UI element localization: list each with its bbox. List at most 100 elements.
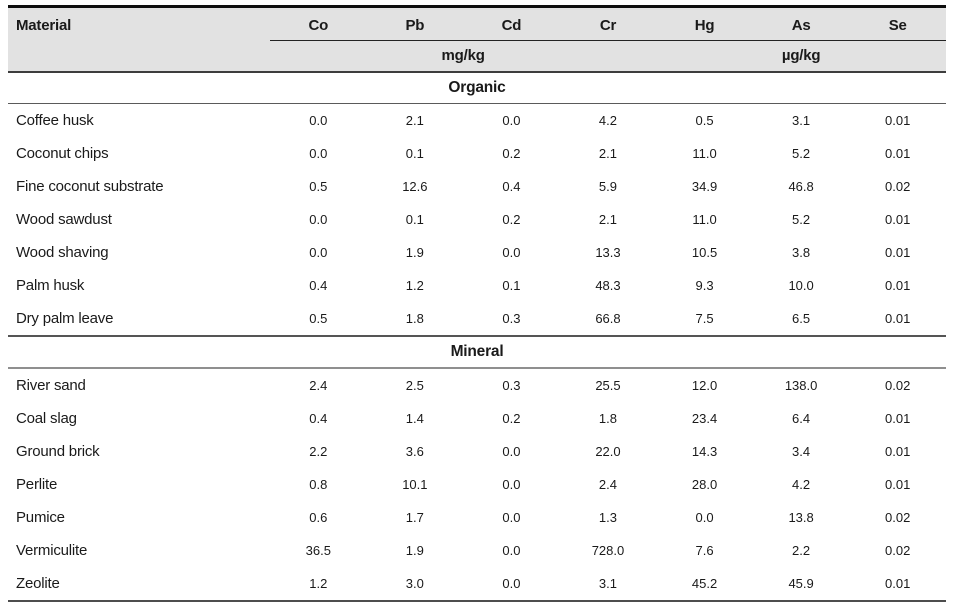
cell-material: Zeolite: [16, 575, 60, 592]
mac-row: MAC*nd30034001,00050,0003,000: [8, 600, 946, 608]
cell-value: 11.0: [692, 146, 717, 161]
cell-value: 12.6: [402, 179, 428, 194]
cell-value: 6.4: [792, 411, 811, 426]
table-row: Wood sawdust 0.0 0.1 0.2 2.1 11.0 5.2 0.01: [8, 203, 946, 236]
column-header-cr: Cr: [559, 6, 657, 41]
cell-value: 45.9: [788, 576, 814, 591]
cell-value: 4.2: [792, 477, 811, 492]
cell-value: 0.01: [885, 245, 911, 260]
column-header-as: As: [752, 6, 850, 41]
cell-value: 1.3: [598, 510, 617, 525]
section-header-organic: Organic: [8, 72, 946, 104]
cell-value: 1.9: [405, 543, 424, 558]
cell-value: 138.0: [784, 378, 818, 393]
cell-value: 7.6: [695, 543, 714, 558]
cell-value: 46.8: [788, 179, 814, 194]
section-header-mineral: Mineral: [8, 335, 946, 369]
cell-value: 28.0: [691, 477, 718, 492]
cell-value: 0.6: [309, 510, 328, 525]
table-row: Palm husk 0.4 1.2 0.1 48.3 9.3 10.0 0.01: [8, 269, 946, 302]
mac-value: 50,000: [752, 600, 850, 608]
element-header-row: Material Co Pb Cd Cr Hg As Se: [8, 6, 946, 73]
cell-value: 0.01: [885, 278, 911, 293]
cell-value: 9.3: [695, 278, 714, 293]
cell-value: 4.2: [598, 113, 617, 128]
column-header-material: Material: [8, 6, 270, 73]
cell-value: 14.3: [691, 444, 718, 459]
cell-value: 3.0: [405, 576, 424, 591]
cell-value: 0.01: [885, 146, 911, 161]
cell-value: 0.0: [502, 245, 521, 260]
cell-value: 1.2: [405, 278, 424, 293]
table-row: Wood shaving 0.0 1.9 0.0 13.3 10.5 3.8 0.01: [8, 236, 946, 269]
cell-value: 2.1: [598, 146, 617, 161]
cell-material: Wood shaving: [16, 244, 109, 261]
cell-value: 7.5: [695, 311, 714, 326]
table-body: Organic Coffee husk 0.0 2.1 0.0 4.2 0.5 3.1 0.01…: [8, 72, 946, 608]
cell-material: Perlite: [16, 476, 58, 493]
cell-value: 34.9: [691, 179, 718, 194]
cell-value: 10.5: [691, 245, 718, 260]
cell-value: 2.2: [792, 543, 811, 558]
table-row: Vermiculite 36.5 1.9 0.0 728.0 7.6 2.2 0.02: [8, 534, 946, 567]
cell-value: 0.02: [885, 378, 911, 393]
cell-material: Dry palm leave: [16, 310, 114, 327]
cell-value: 0.4: [309, 411, 328, 426]
cell-value: 1.8: [598, 411, 617, 426]
cell-value: 0.2: [502, 212, 521, 227]
cell-value: 0.01: [885, 311, 911, 326]
cell-value: 3.1: [792, 113, 811, 128]
mac-label: MAC*: [8, 600, 270, 608]
cell-value: 2.2: [309, 444, 328, 459]
cell-value: 3.6: [405, 444, 424, 459]
table-row: River sand 2.4 2.5 0.3 25.5 12.0 138.0 0.02: [8, 368, 946, 402]
column-header-se: Se: [849, 6, 946, 41]
unit-group-label: µg/kg: [656, 40, 946, 73]
section-title: Organic: [8, 72, 946, 104]
cell-value: 0.01: [885, 411, 911, 426]
cell-value: 0.0: [502, 113, 521, 128]
cell-value: 25.5: [595, 378, 621, 393]
cell-value: 0.4: [502, 179, 521, 194]
cell-value: 0.8: [309, 477, 328, 492]
column-header-cd: Cd: [463, 6, 560, 41]
mac-value: nd: [270, 600, 367, 608]
cell-value: 0.0: [502, 576, 521, 591]
cell-value: 0.1: [405, 146, 424, 161]
cell-value: 0.01: [885, 212, 911, 227]
table-row: Coal slag 0.4 1.4 0.2 1.8 23.4 6.4 0.01: [8, 402, 946, 435]
cell-value: 0.01: [885, 576, 911, 591]
table-row: Fine coconut substrate 0.5 12.6 0.4 5.9 34.9 4…: [8, 170, 946, 203]
cell-value: 0.0: [309, 245, 328, 260]
cell-value: 5.2: [792, 212, 811, 227]
cell-value: 0.02: [885, 179, 911, 194]
cell-value: 5.2: [792, 146, 811, 161]
cell-value: 10.1: [402, 477, 428, 492]
cell-value: 22.0: [595, 444, 621, 459]
cell-value: 0.3: [502, 311, 521, 326]
cell-value: 13.8: [788, 510, 814, 525]
cell-value: 3.1: [598, 576, 617, 591]
cell-value: 1.7: [405, 510, 424, 525]
cell-value: 0.4: [309, 278, 328, 293]
cell-value: 3.8: [792, 245, 811, 260]
cell-value: 2.4: [598, 477, 617, 492]
mac-value: 400: [559, 600, 657, 608]
cell-value: 36.5: [305, 543, 331, 558]
column-header-co: Co: [270, 6, 367, 41]
cell-value: 0.01: [885, 113, 911, 128]
cell-value: 0.0: [502, 477, 521, 492]
cell-value: 10.0: [788, 278, 814, 293]
cell-value: 6.5: [792, 311, 811, 326]
cell-value: 0.5: [309, 179, 328, 194]
cell-value: 23.4: [691, 411, 718, 426]
cell-material: Fine coconut substrate: [16, 178, 164, 195]
materials-table: Material Co Pb Cd Cr Hg As Se mg/kg µg/kg Organic…: [8, 5, 946, 608]
cell-value: 0.0: [502, 510, 521, 525]
table-row: Zeolite 1.2 3.0 0.0 3.1 45.2 45.9 0.01: [8, 567, 946, 601]
cell-value: 0.5: [309, 311, 328, 326]
cell-value: 2.4: [309, 378, 328, 393]
cell-value: 1.9: [405, 245, 424, 260]
cell-value: 0.0: [502, 543, 521, 558]
column-header-pb: Pb: [366, 6, 464, 41]
